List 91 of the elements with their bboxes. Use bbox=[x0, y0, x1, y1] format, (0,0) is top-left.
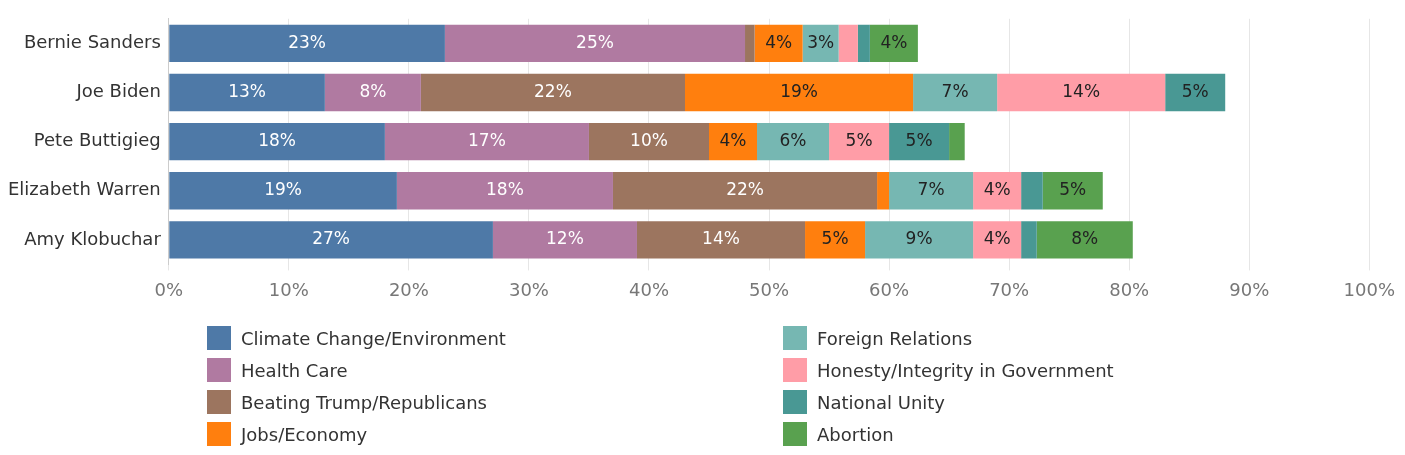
data-label: 18% bbox=[486, 179, 524, 200]
data-label: 5% bbox=[845, 130, 873, 151]
bar bbox=[973, 172, 1022, 210]
bar bbox=[973, 221, 1022, 259]
bar bbox=[169, 122, 385, 161]
legend-label: Honesty/Integrity in Government bbox=[817, 359, 1114, 381]
bar bbox=[492, 221, 637, 259]
data-label: 5% bbox=[1059, 179, 1087, 200]
data-label: 7% bbox=[941, 80, 969, 101]
x-tick-label: 10% bbox=[268, 278, 309, 300]
x-tick-label: 80% bbox=[1109, 278, 1150, 300]
data-label: 13% bbox=[228, 80, 266, 101]
legend-label: National Unity bbox=[817, 391, 946, 413]
data-label: 5% bbox=[821, 228, 849, 249]
data-label: 5% bbox=[1181, 80, 1209, 101]
data-label: 19% bbox=[264, 179, 302, 200]
y-tick-label: Pete Buttigieg bbox=[33, 129, 161, 151]
data-label: 18% bbox=[258, 130, 296, 151]
data-label: 8% bbox=[1071, 228, 1099, 249]
bar bbox=[324, 73, 421, 112]
x-tick-label: 0% bbox=[154, 278, 184, 300]
x-tick-label: 100% bbox=[1343, 278, 1395, 300]
bar bbox=[612, 172, 878, 210]
data-label: 10% bbox=[630, 130, 668, 151]
y-tick-label: Amy Klobuchar bbox=[24, 227, 162, 249]
y-tick-label: Elizabeth Warren bbox=[7, 178, 161, 200]
data-label: 7% bbox=[917, 179, 945, 200]
bar bbox=[838, 24, 858, 63]
x-tick-label: 20% bbox=[388, 278, 429, 300]
x-tick-label: 30% bbox=[508, 278, 549, 300]
bar bbox=[757, 122, 830, 161]
x-tick-label: 60% bbox=[869, 278, 910, 300]
data-label: 3% bbox=[807, 31, 835, 52]
legend-label: Climate Change/Environment bbox=[241, 327, 506, 349]
bar bbox=[857, 24, 870, 63]
bar bbox=[169, 73, 325, 112]
data-label: 6% bbox=[779, 130, 807, 151]
bar bbox=[169, 172, 397, 210]
bar bbox=[913, 73, 998, 112]
data-label: 22% bbox=[534, 80, 572, 101]
bar bbox=[997, 73, 1166, 112]
bar bbox=[420, 73, 685, 112]
bar bbox=[444, 24, 746, 63]
legend-label: Abortion bbox=[817, 423, 894, 445]
data-label: 8% bbox=[359, 80, 387, 101]
bar bbox=[169, 221, 493, 259]
bar bbox=[685, 73, 914, 112]
bar bbox=[889, 172, 974, 210]
bar bbox=[829, 122, 890, 161]
bar bbox=[1165, 73, 1226, 112]
data-label: 4% bbox=[719, 130, 747, 151]
bar bbox=[805, 221, 866, 259]
y-tick-label: Bernie Sanders bbox=[23, 31, 161, 53]
bar bbox=[949, 122, 965, 161]
bar bbox=[877, 172, 890, 210]
data-label: 19% bbox=[780, 80, 818, 101]
data-label: 12% bbox=[546, 228, 584, 249]
bar bbox=[1042, 172, 1103, 210]
bar bbox=[1021, 221, 1037, 259]
data-label: 5% bbox=[905, 130, 933, 151]
legend-label: Beating Trump/Republicans bbox=[241, 391, 487, 413]
bar bbox=[169, 24, 445, 63]
data-label: 4% bbox=[880, 31, 908, 52]
data-label: 14% bbox=[1062, 80, 1101, 101]
x-tick-label: 70% bbox=[989, 278, 1030, 300]
y-tick-label: Joe Biden bbox=[75, 80, 161, 102]
data-label: 4% bbox=[983, 179, 1011, 200]
data-label: 4% bbox=[765, 31, 793, 52]
legend-label: Health Care bbox=[241, 359, 348, 381]
data-label: 27% bbox=[312, 228, 350, 249]
x-tick-label: 50% bbox=[749, 278, 790, 300]
bar bbox=[745, 24, 755, 63]
bar bbox=[1036, 221, 1133, 259]
legend-label: Jobs/Economy bbox=[241, 423, 368, 445]
bar bbox=[396, 172, 613, 210]
x-tick-label: 40% bbox=[628, 278, 669, 300]
legend-label: Foreign Relations bbox=[817, 327, 973, 349]
data-label: 22% bbox=[726, 179, 764, 200]
bar bbox=[889, 122, 950, 161]
x-tick-label: 90% bbox=[1229, 278, 1270, 300]
data-label: 4% bbox=[983, 228, 1011, 249]
bar bbox=[1021, 172, 1043, 210]
bar bbox=[384, 122, 589, 161]
bar bbox=[865, 221, 974, 259]
bar bbox=[588, 122, 710, 161]
data-label: 25% bbox=[576, 31, 614, 52]
data-label: 14% bbox=[702, 228, 740, 249]
data-label: 23% bbox=[288, 31, 326, 52]
data-label: 9% bbox=[905, 228, 933, 249]
bar bbox=[636, 221, 806, 259]
data-label: 17% bbox=[468, 130, 506, 151]
